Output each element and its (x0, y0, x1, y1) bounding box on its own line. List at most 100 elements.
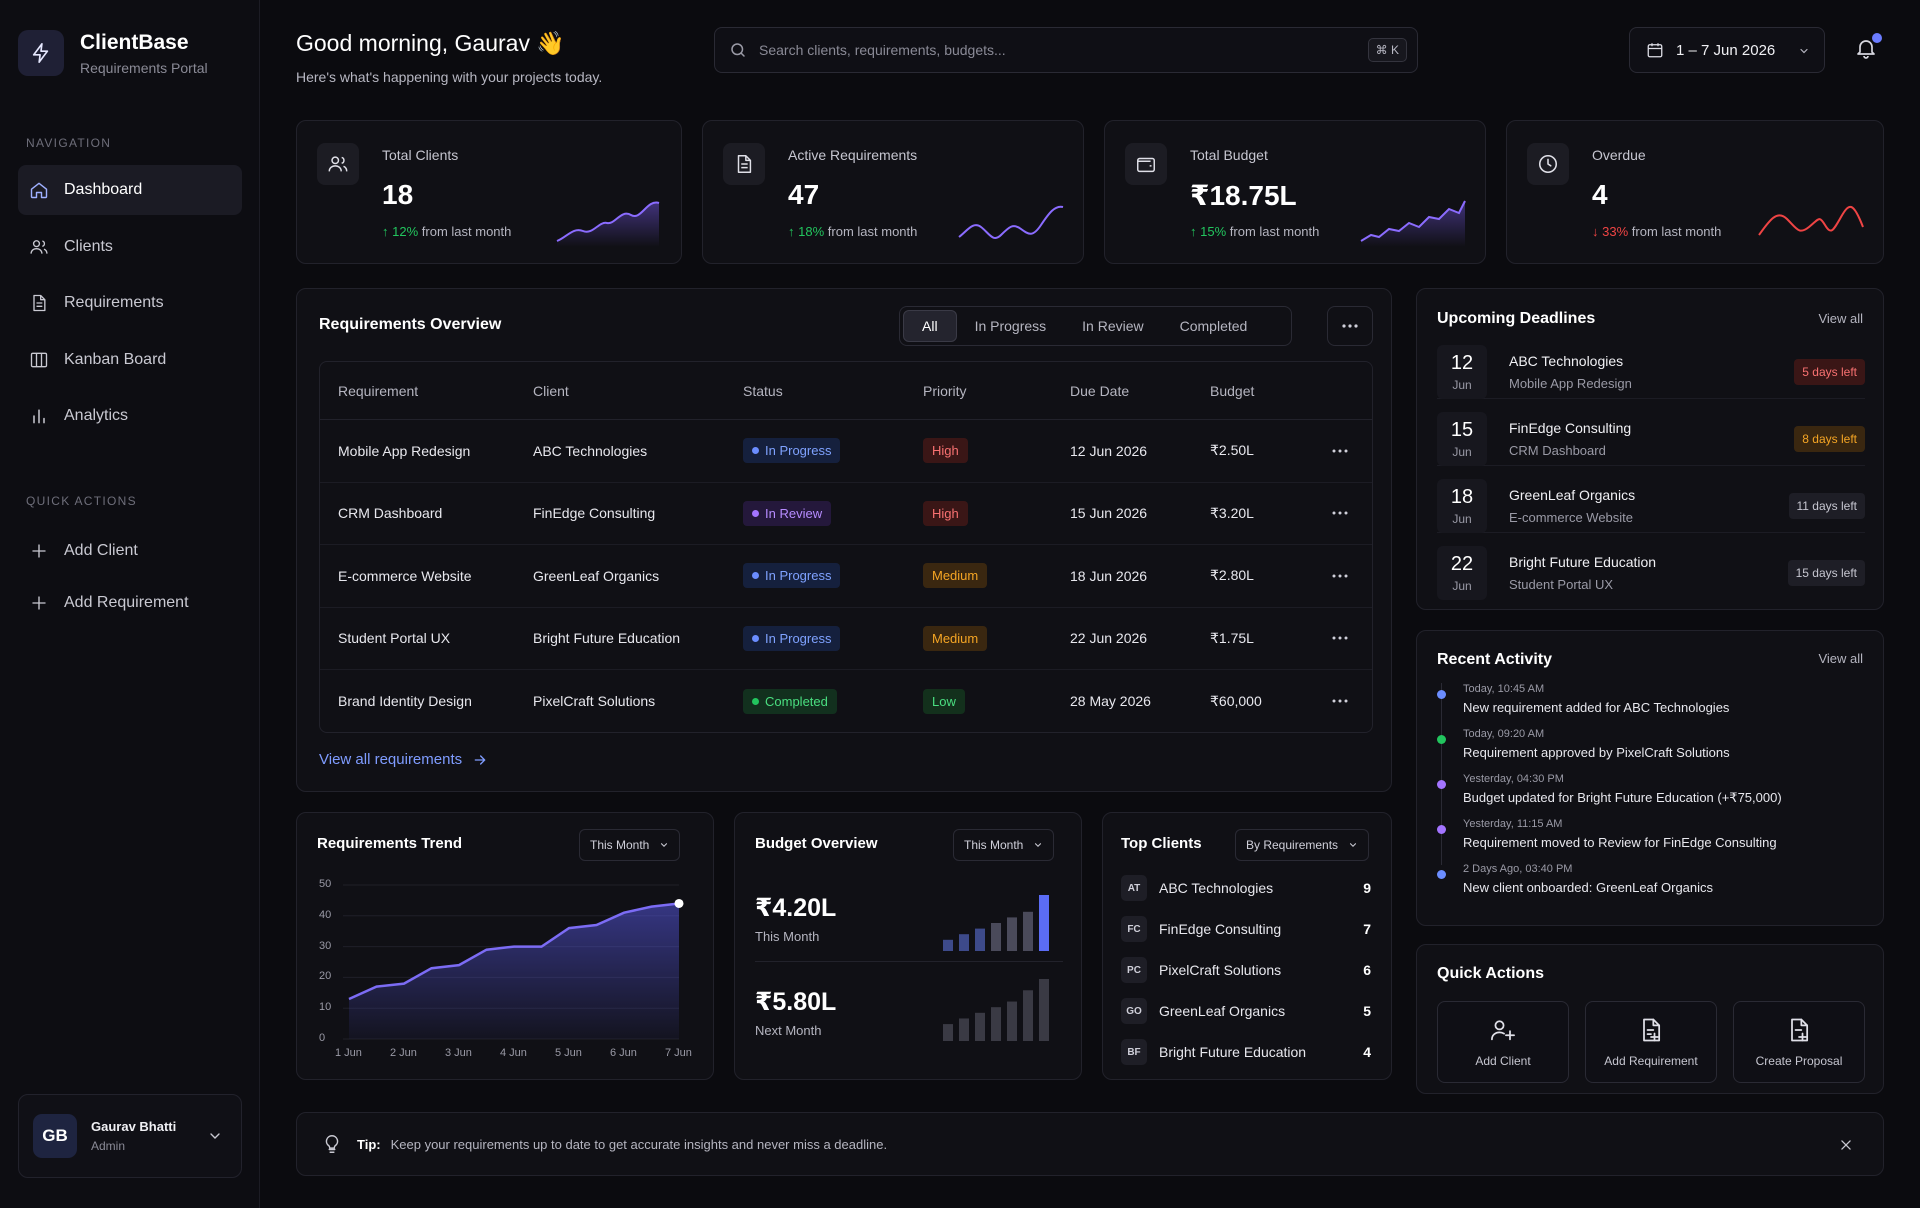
more-options-button[interactable] (1327, 306, 1373, 346)
sidebar-item-requirements[interactable]: Requirements (18, 278, 242, 328)
row-more-icon[interactable] (1310, 511, 1370, 515)
select-value: This Month (964, 838, 1024, 852)
sidebar-add-requirement[interactable]: Add Requirement (18, 577, 242, 629)
top-client-row[interactable]: BF Bright Future Education 4 (1121, 1038, 1371, 1066)
top-client-row[interactable]: GO GreenLeaf Organics 5 (1121, 997, 1371, 1025)
days-left-badge: 5 days left (1794, 359, 1865, 385)
requirement-name: E-commerce Website (338, 567, 472, 584)
column-header[interactable]: Priority (923, 382, 967, 399)
stat-card-total-budget[interactable]: Total Budget ₹18.75L ↑ 15% from last mon… (1104, 120, 1486, 264)
view-all-link[interactable]: View all (1818, 311, 1863, 326)
quick-action-label: Add Client (1475, 1054, 1531, 1068)
activity-text: New requirement added for ABC Technologi… (1463, 700, 1730, 715)
tab-in-review[interactable]: In Review (1082, 318, 1144, 334)
table-row[interactable]: E-commerce Website GreenLeaf Organics In… (320, 545, 1372, 608)
chevron-down-icon (1033, 840, 1043, 850)
row-more-icon[interactable] (1310, 449, 1370, 453)
quick-action-create-proposal[interactable]: Create Proposal (1733, 1001, 1865, 1083)
sidebar-item-kanban[interactable]: Kanban Board (18, 335, 242, 385)
brand[interactable]: ClientBase Requirements Portal (18, 30, 208, 76)
row-more-icon[interactable] (1310, 574, 1370, 578)
tab-in-progress[interactable]: In Progress (974, 318, 1047, 334)
quick-action-add-requirement[interactable]: Add Requirement (1585, 1001, 1717, 1083)
stat-change: ↓ 33% from last month (1592, 224, 1721, 239)
y-tick-label: 10 (319, 1001, 332, 1014)
quick-action-add-client[interactable]: Add Client (1437, 1001, 1569, 1083)
top-client-row[interactable]: FC FinEdge Consulting 7 (1121, 915, 1371, 943)
tip-label: Tip: (357, 1136, 381, 1152)
deadline-item[interactable]: 22 Jun Bright Future Education Student Por… (1437, 546, 1865, 600)
arrow-up-icon: ↑ (382, 224, 389, 239)
chevron-down-icon (207, 1128, 223, 1144)
client-count: 9 (1363, 880, 1371, 896)
requirement-name: Brand Identity Design (338, 693, 472, 710)
view-all-link[interactable]: View all (1818, 651, 1863, 666)
column-header[interactable]: Budget (1210, 382, 1255, 399)
tab-all[interactable]: All (903, 310, 957, 342)
deadline-item[interactable]: 12 Jun ABC Technologies Mobile App Redesig… (1437, 344, 1865, 399)
client-name: ABC Technologies (1159, 880, 1274, 896)
deadline-item[interactable]: 15 Jun FinEdge Consulting CRM Dashboard 8 … (1437, 411, 1865, 466)
date-range-picker[interactable]: 1 – 7 Jun 2026 (1629, 27, 1825, 73)
due-date: 22 Jun 2026 (1070, 630, 1148, 647)
top-clients-sort-select[interactable]: By Requirements (1235, 829, 1370, 861)
column-header[interactable]: Due Date (1070, 382, 1130, 399)
client-name: GreenLeaf Organics (533, 567, 660, 584)
notifications-button[interactable] (1854, 33, 1882, 60)
sidebar-add-client[interactable]: Add Client (18, 525, 242, 577)
next-month-label: Next Month (755, 1023, 822, 1038)
top-client-row[interactable]: PC PixelCraft Solutions 6 (1121, 956, 1371, 984)
sidebar-item-dashboard[interactable]: Dashboard (18, 165, 242, 215)
filter-tabs: All In Progress In Review Completed (899, 306, 1292, 346)
activity-time: Yesterday, 04:30 PM (1463, 773, 1564, 785)
trend-range-select[interactable]: This Month (579, 829, 681, 861)
table-row[interactable]: Brand Identity Design PixelCraft Solutio… (320, 670, 1372, 732)
sidebar-item-clients[interactable]: Clients (18, 222, 242, 272)
client-count: 4 (1363, 1044, 1371, 1060)
budget-bar (1023, 990, 1033, 1041)
sidebar-item-analytics[interactable]: Analytics (18, 391, 242, 441)
stat-card-total-clients[interactable]: Total Clients 18 ↑ 12% from last month (296, 120, 682, 264)
deadline-project: Student Portal UX (1509, 577, 1614, 592)
due-date: 15 Jun 2026 (1070, 505, 1148, 522)
stat-card-overdue[interactable]: Overdue 4 ↓ 33% from last month (1506, 120, 1884, 264)
recent-activity-panel: Recent Activity View all Today, 10:45 AM… (1416, 630, 1884, 926)
search-bar[interactable]: ⌘ K (714, 27, 1418, 73)
plus-icon (28, 540, 50, 562)
due-date: 28 May 2026 (1070, 693, 1151, 710)
view-all-requirements-link[interactable]: View all requirements (319, 751, 488, 768)
deadline-client: FinEdge Consulting (1509, 419, 1632, 436)
column-header[interactable]: Requirement (338, 382, 419, 399)
activity-text: Budget updated for Bright Future Educati… (1463, 790, 1782, 805)
close-icon[interactable] (1839, 1138, 1853, 1152)
this-month-label: This Month (755, 929, 820, 944)
budget-range-select[interactable]: This Month (953, 829, 1055, 861)
budget-bar (1007, 1001, 1017, 1041)
timeline-line (1441, 683, 1442, 865)
priority-badge: Low (923, 688, 965, 714)
column-header[interactable]: Status (743, 382, 783, 399)
notification-dot (1872, 33, 1882, 43)
user-menu[interactable]: GB Gaurav Bhatti Admin (18, 1094, 242, 1178)
sidebar-item-label: Analytics (64, 407, 129, 424)
upcoming-deadlines-panel: Upcoming Deadlines View all 12 Jun ABC Te… (1416, 288, 1884, 610)
table-row[interactable]: Mobile App Redesign ABC Technologies In … (320, 420, 1372, 483)
row-more-icon[interactable] (1310, 636, 1370, 640)
top-client-row[interactable]: AT ABC Technologies 9 (1121, 874, 1371, 902)
deadline-item[interactable]: 18 Jun GreenLeaf Organics E-commerce Websi… (1437, 478, 1865, 533)
plus-icon (28, 592, 50, 614)
tab-completed[interactable]: Completed (1179, 318, 1248, 334)
y-tick-label: 40 (319, 908, 332, 921)
stat-label: Total Clients (382, 147, 459, 163)
view-all-label: View all requirements (319, 751, 463, 768)
row-more-icon[interactable] (1310, 699, 1370, 703)
arrow-up-icon: ↑ (1190, 224, 1197, 239)
bar-chart-icon (28, 405, 50, 427)
stat-card-active-requirements[interactable]: Active Requirements 47 ↑ 18% from last m… (702, 120, 1084, 264)
y-tick-label: 0 (319, 1032, 326, 1044)
stat-change-value: 18% (798, 224, 825, 239)
column-header[interactable]: Client (533, 382, 569, 399)
table-row[interactable]: CRM Dashboard FinEdge Consulting In Revi… (320, 483, 1372, 545)
search-input[interactable] (759, 42, 1339, 58)
table-row[interactable]: Student Portal UX Bright Future Educatio… (320, 608, 1372, 670)
